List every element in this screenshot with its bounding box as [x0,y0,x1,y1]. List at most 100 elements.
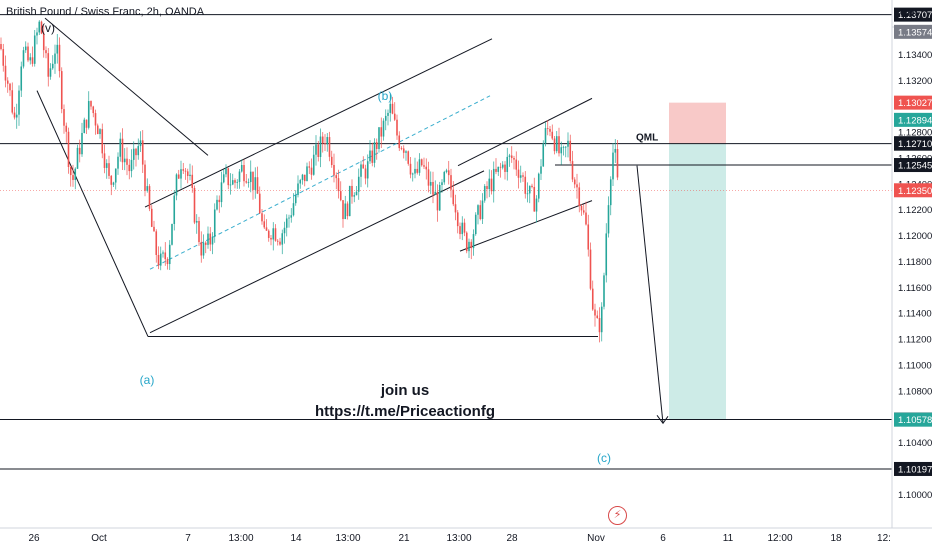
candle-up [360,164,362,177]
currency-label[interactable]: CHF [900,8,921,19]
candle-up [609,179,612,206]
candle-up [600,306,603,333]
candle-down [479,205,482,220]
wave-label-v: (v) [41,21,55,35]
candle-down [276,240,279,242]
price-label-badge [894,461,932,476]
trendlines [36,17,669,425]
candle-up [441,182,443,185]
channel-mid-line [149,95,491,270]
candle-up [189,174,191,176]
candle-down [470,241,473,249]
candle-down [177,174,180,179]
candle-down [42,33,45,51]
price-label-badge [894,24,932,39]
candle-down [69,166,72,176]
wedge-upper-line [44,17,209,156]
candle-down [393,113,396,120]
candle-up [211,236,214,245]
candle-down [310,167,313,175]
candle-up [501,164,504,168]
candle-down [573,179,576,185]
lightning-icon[interactable]: ⚡ [608,506,627,525]
price-tick-label: 1.10800 [898,386,932,397]
candle-down [261,213,263,222]
candle-down [558,136,560,154]
candle-down [551,131,554,139]
candle-down [108,163,110,176]
candle-down [571,161,574,180]
candle-down [31,57,34,64]
candle-down [200,242,203,256]
candle-down [409,163,412,175]
candle-down [450,175,452,190]
time-tick-label: 13:00 [228,533,253,544]
candle-up [405,151,407,153]
candle-up [508,155,511,157]
candle-down [6,80,9,84]
candle-up [607,205,610,234]
candle-up [384,115,387,121]
channel-upper-line [144,38,493,208]
candle-down [186,171,189,176]
candle-down [263,221,266,228]
candle-up [81,132,83,155]
candle-up [119,138,122,157]
candle-down [364,168,367,179]
time-tick-label: Nov [587,533,605,544]
candle-up [519,175,522,178]
candle-down [580,205,583,211]
candle-down [227,168,230,186]
candle-down [420,159,423,166]
candle-down [576,184,578,188]
candle-down [533,186,536,212]
candle-up [139,140,142,147]
candle-up [74,168,77,180]
projection-arrow-line [636,165,664,424]
candle-down [92,106,95,114]
candle-up [382,120,385,137]
candle-down [101,129,104,154]
candle-down [504,164,506,172]
candle-up [544,128,547,144]
candle-up [112,182,115,185]
candle-up [76,147,79,169]
candle-up [312,154,315,175]
candle-up [472,234,475,249]
time-tick-label: 13:00 [446,533,471,544]
candle-down [191,174,194,188]
candle-up [481,200,484,220]
candle-up [207,233,209,245]
candle-down [303,174,306,182]
candle-up [560,147,563,154]
candle-down [396,119,398,136]
candle-down [524,176,527,194]
candle-down [317,144,320,157]
candle-down [184,170,187,172]
candle-down [121,138,124,163]
candle-down [67,131,70,167]
candle-up [285,218,288,228]
candle-up [414,168,416,174]
promo-link[interactable]: https://t.me/Priceactionfg [314,403,496,420]
candle-down [517,169,520,178]
candle-down [407,151,410,164]
candle-up [483,186,486,201]
candle-up [614,148,617,153]
candle-down [40,21,43,34]
candle-up [229,184,232,186]
price-tick-label: 1.10400 [898,438,932,449]
price-label-badge [894,136,932,151]
candle-down [351,185,353,197]
candle-up [222,174,225,183]
candle-up [564,146,567,148]
candle-up [168,244,171,265]
candle-up [130,159,133,172]
candle-up [36,32,38,36]
candle-down [375,142,378,149]
candle-down [265,227,268,231]
candle-down [103,153,106,168]
